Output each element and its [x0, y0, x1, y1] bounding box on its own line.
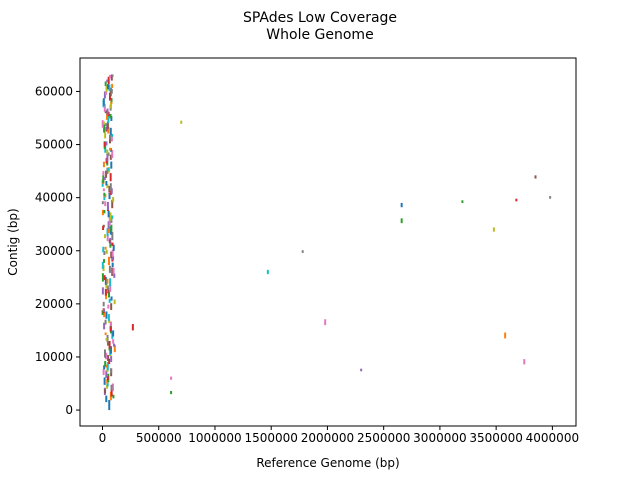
plot-frame: [79, 57, 577, 427]
x-tick-label: 2000000: [301, 431, 354, 445]
chart-title-line1: SPAdes Low Coverage: [243, 10, 397, 26]
x-tick-label: 500000: [136, 431, 182, 445]
x-tick-label: 3000000: [413, 431, 466, 445]
x-axis-label: Reference Genome (bp): [256, 456, 399, 470]
x-tick-label: 2500000: [357, 431, 410, 445]
y-tick-label: 30000: [35, 244, 73, 258]
chart-title-line2: Whole Genome: [266, 27, 373, 43]
y-tick-label: 20000: [35, 297, 73, 311]
y-tick-label: 40000: [35, 191, 73, 205]
x-tick-label: 1000000: [188, 431, 241, 445]
y-tick-label: 0: [65, 403, 73, 417]
data-marks: [101, 74, 552, 411]
x-tick-label: 3500000: [469, 431, 522, 445]
x-tick-label: 1500000: [244, 431, 297, 445]
y-tick-label: 60000: [35, 84, 73, 98]
y-tick-label: 50000: [35, 138, 73, 152]
x-tick-label: 0: [99, 431, 107, 445]
x-axis-ticks: 0 500000 1000000 1500000 2000000 2500000 30000…: [99, 426, 579, 445]
x-tick-label: 4000000: [526, 431, 579, 445]
y-axis-ticks: 0 10000 20000 30000 40000 50000 60000: [35, 84, 80, 417]
y-axis-label: Contig (bp): [6, 208, 20, 275]
y-tick-label: 10000: [35, 350, 73, 364]
